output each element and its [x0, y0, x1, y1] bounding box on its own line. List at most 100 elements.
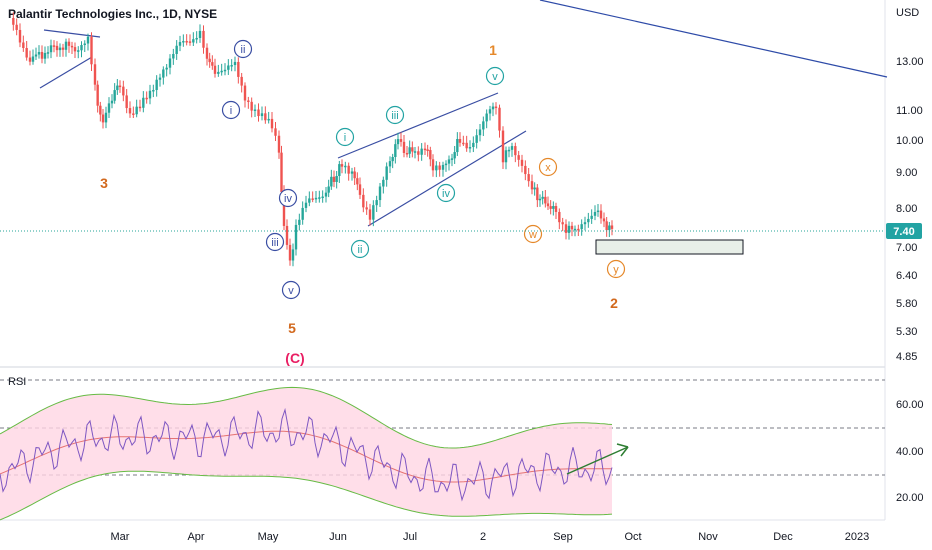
currency-label: USD [896, 7, 919, 19]
candle-body [113, 90, 116, 101]
candle-body [227, 65, 230, 70]
wave-label-circle [538, 157, 558, 177]
candle-body [472, 142, 475, 148]
trendline [539, 0, 888, 78]
time-tick-label: Jul [403, 531, 417, 543]
candle-body [220, 70, 223, 73]
candle-body [368, 209, 372, 220]
time-tick-label: 2 [480, 531, 486, 543]
wave-label-text: x [545, 162, 551, 174]
rsi-label: RSI [8, 376, 26, 388]
candle-body [456, 139, 459, 153]
candle-body [155, 79, 158, 90]
candle-body [596, 210, 600, 213]
candle-body [494, 106, 498, 109]
candle-body [43, 52, 47, 59]
wave-label-text: w [528, 229, 537, 241]
wave-label-text: 1 [489, 42, 497, 58]
candle-body [80, 45, 83, 51]
axes: 13.00 11.00 10.00 9.00 8.00 7.00 6.40 5.80 5.30 4… [111, 56, 924, 543]
trendlines [39, 0, 888, 227]
candle-body [230, 65, 233, 67]
candle-body [358, 184, 362, 195]
candle-body [587, 218, 590, 223]
candle-body [135, 106, 138, 115]
candle-body [257, 109, 260, 117]
candle-body [148, 90, 152, 99]
candle-body [240, 76, 243, 86]
candle-body [544, 196, 547, 204]
candle-body [536, 187, 539, 201]
candle-body [396, 139, 400, 145]
candle-body [217, 71, 220, 74]
candle-body [538, 198, 542, 201]
wave-label-circle [221, 100, 241, 120]
price-tick-label: 7.00 [896, 242, 917, 254]
candle-body [475, 135, 478, 143]
candle-body [507, 149, 511, 152]
candle-body [388, 161, 392, 167]
candle-body [18, 29, 22, 43]
candle-body [104, 112, 108, 123]
wave-label-text: iv [442, 188, 450, 200]
candle-body [73, 47, 77, 52]
time-tick-label: Dec [773, 531, 793, 543]
candle-body [580, 224, 583, 230]
candle-body [46, 52, 50, 54]
candle-body [52, 45, 56, 47]
candle-body [250, 101, 253, 111]
candle-body [375, 200, 378, 206]
candle-body [583, 222, 587, 225]
candle-body [391, 156, 394, 162]
candle-body [116, 85, 119, 91]
candle-body [356, 178, 359, 185]
candle-body [501, 130, 505, 163]
price-tick-label: 6.40 [896, 270, 917, 282]
candle-body [101, 114, 105, 123]
candle-body [564, 224, 568, 233]
candle-body [468, 147, 472, 149]
candle-body [420, 148, 423, 155]
chart-title: Palantir Technologies Inc., 1D, NYSE [8, 7, 217, 21]
candle-body [413, 151, 417, 153]
candle-body [353, 171, 356, 179]
candle-body [402, 141, 406, 153]
wave-label-text: i [344, 132, 346, 144]
rsi-band-upper [0, 386, 613, 449]
candle-body [599, 210, 603, 219]
candle-body [301, 207, 304, 220]
wave-label-text: (C) [285, 350, 304, 366]
candle-body [205, 47, 209, 59]
candle-body [458, 139, 462, 143]
price-tick-label: 4.85 [896, 351, 917, 363]
candle-body [64, 41, 68, 50]
wave-label-text: y [613, 264, 619, 276]
candle-body [25, 48, 28, 58]
candle-body [423, 148, 427, 151]
candle-body [399, 139, 403, 142]
candle-body [435, 165, 438, 171]
candle-body [517, 155, 520, 160]
candle-body [510, 146, 514, 150]
wave-label-circle [485, 66, 505, 86]
candle-body [514, 146, 517, 156]
rsi-arrow-head [616, 443, 629, 457]
candle-body [195, 37, 198, 40]
candlesticks [12, 12, 614, 267]
candle-body [411, 147, 414, 152]
candle-body [321, 196, 324, 199]
candle-body [372, 205, 375, 220]
wave-label-circle [265, 232, 285, 252]
candle-body [118, 85, 122, 88]
candle-body [247, 100, 250, 102]
candle-body [202, 30, 205, 48]
target-zone-box [595, 239, 744, 255]
candle-body [270, 118, 274, 129]
wave-label-circle [281, 280, 301, 300]
price-tick-label: 5.80 [896, 298, 917, 310]
price-tick-label: 8.00 [896, 203, 917, 215]
candle-body [285, 225, 289, 245]
candle-body [561, 222, 564, 225]
candle-body [610, 225, 614, 229]
